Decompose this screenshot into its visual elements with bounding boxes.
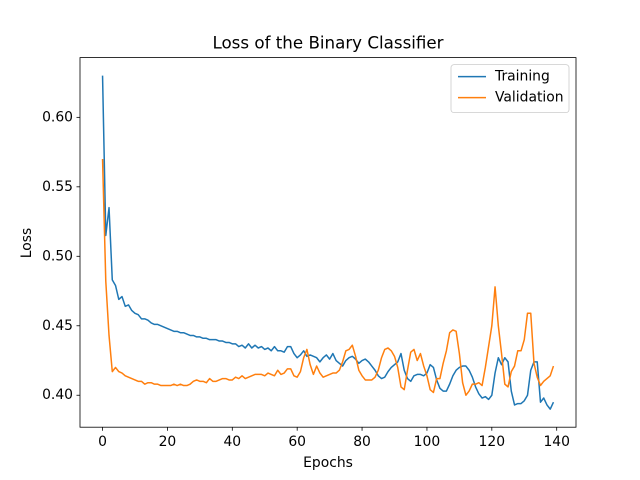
y-tick-label: 0.55 xyxy=(42,179,73,195)
line-series xyxy=(101,75,555,410)
y-tick-label: 0.45 xyxy=(42,318,73,334)
legend-label: Validation xyxy=(495,90,564,106)
x-tick-label: 20 xyxy=(159,434,177,450)
x-tick-label: 60 xyxy=(288,434,306,450)
x-tick-label: 100 xyxy=(414,434,441,450)
y-axis-label: Loss xyxy=(19,228,35,258)
legend-label: Training xyxy=(494,69,550,85)
x-tick-label: 0 xyxy=(98,434,107,450)
legend: Training Validation xyxy=(450,64,570,113)
y-tick-label: 0.50 xyxy=(42,248,73,264)
chart-title: Loss of the Binary Classifier xyxy=(212,33,443,53)
axes-frame xyxy=(79,57,577,428)
x-axis-label: Epochs xyxy=(303,455,353,471)
x-tick-label: 80 xyxy=(353,434,371,450)
x-tick-label: 120 xyxy=(479,434,506,450)
y-tick-label: 0.40 xyxy=(42,387,73,403)
line-series xyxy=(101,159,555,396)
x-tick-label: 140 xyxy=(543,434,570,450)
x-tick-label: 40 xyxy=(223,434,241,450)
y-tick-label: 0.60 xyxy=(42,109,73,125)
